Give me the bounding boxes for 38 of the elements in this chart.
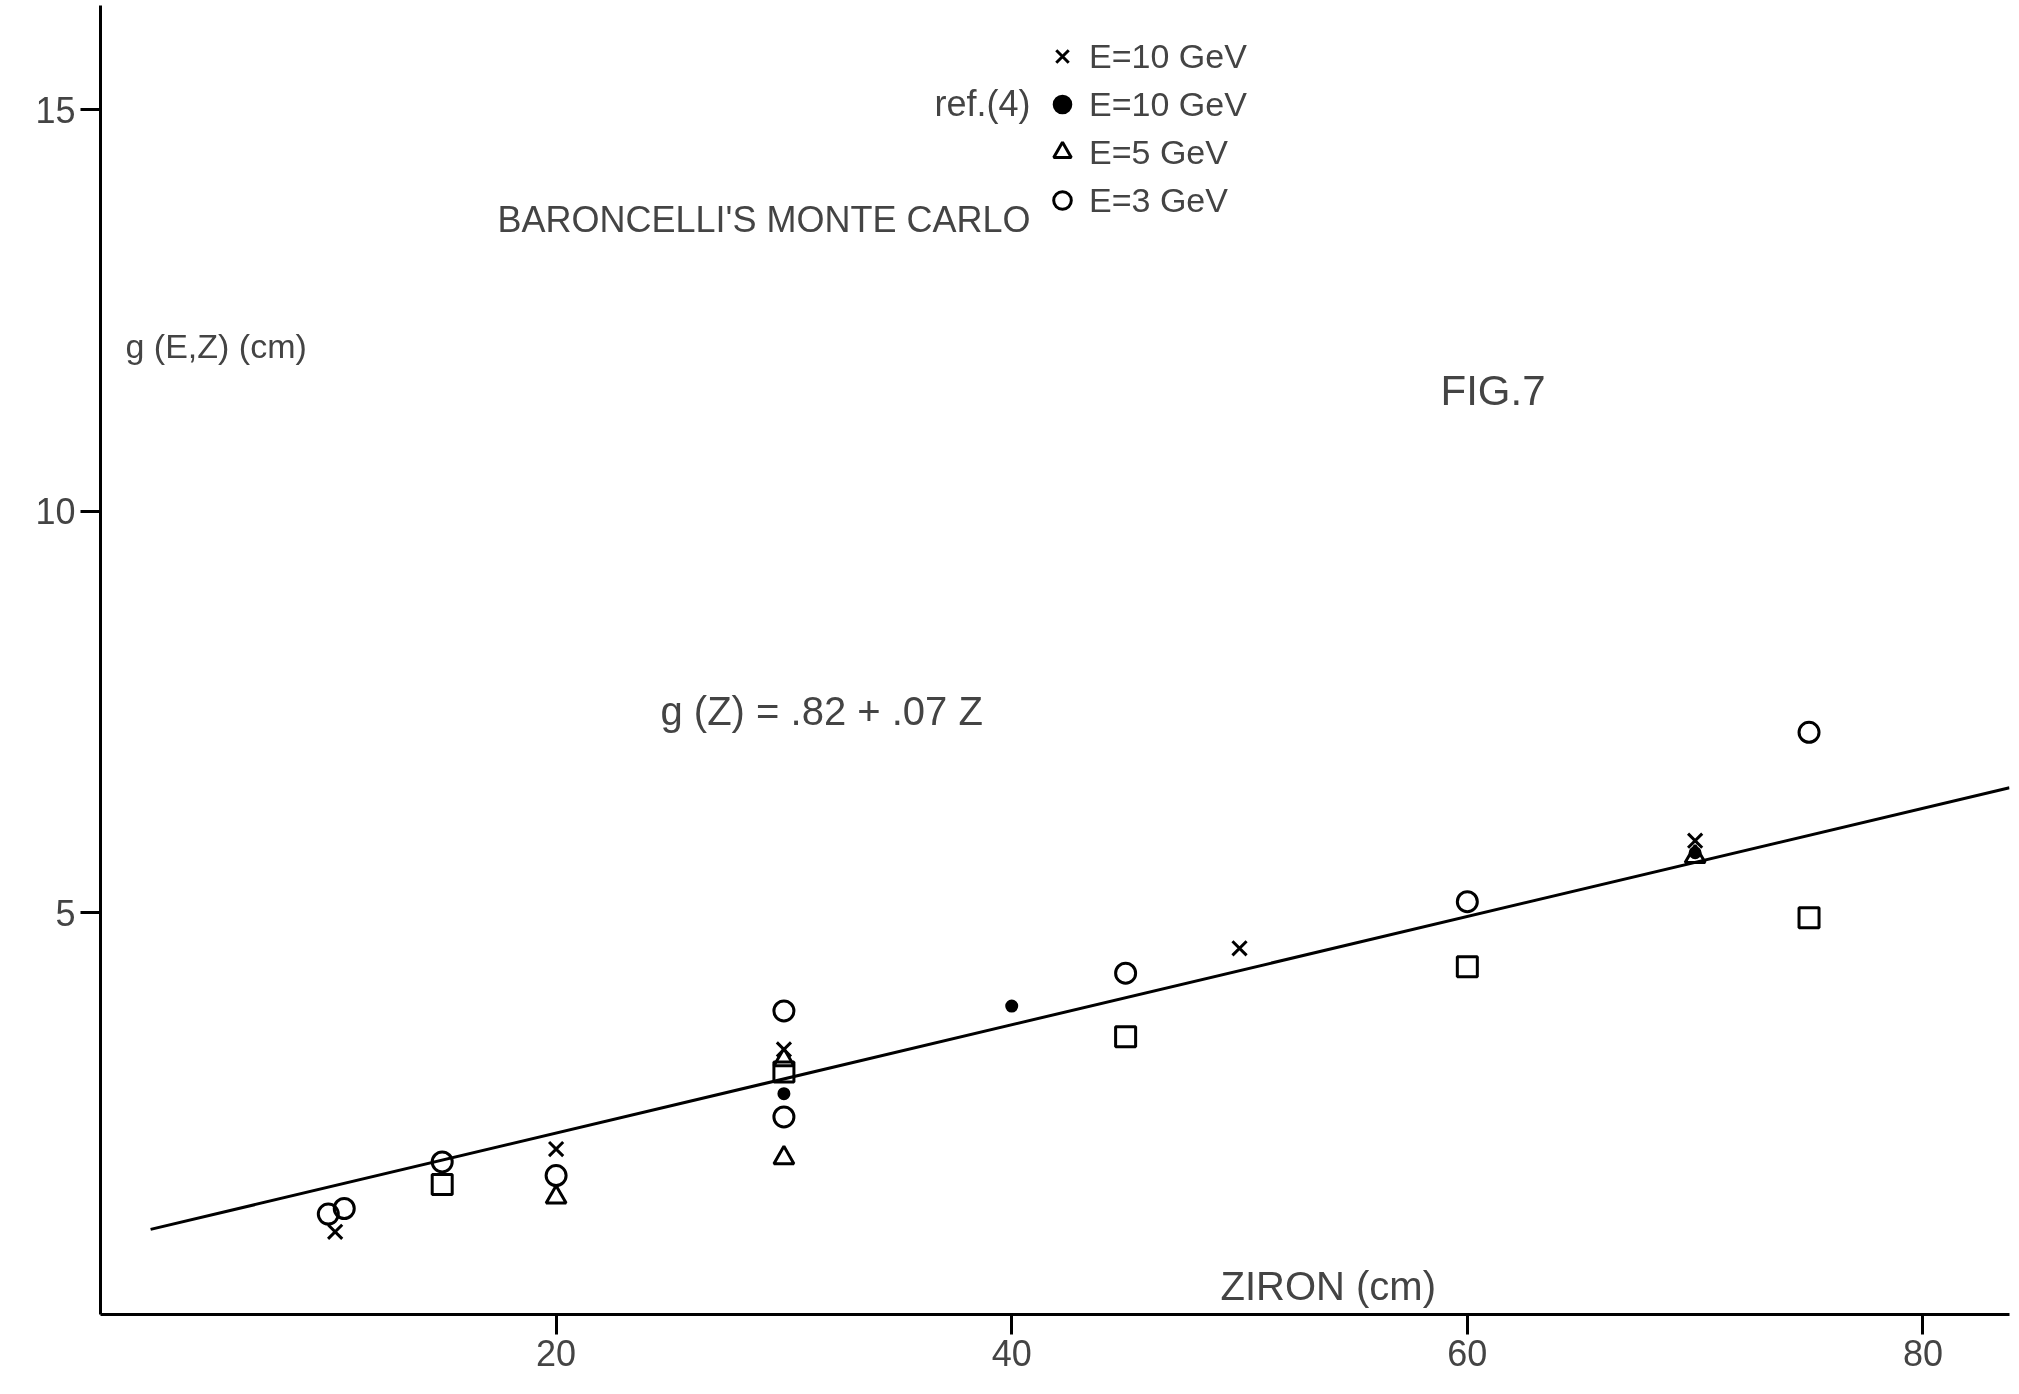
point: [772, 999, 796, 1023]
point: [326, 1223, 344, 1241]
point: [1005, 999, 1019, 1013]
point: [547, 1140, 565, 1158]
text: FIG.7: [1440, 367, 1546, 414]
y-tick-label: 10: [35, 491, 76, 533]
point: [775, 1040, 793, 1059]
annotation: ref.(4): [934, 83, 1031, 124]
point: [1797, 906, 1821, 930]
point: [1114, 961, 1138, 985]
annotation: g (Z) = .82 + .07 Z: [660, 688, 983, 733]
y-tick-label: 5: [55, 892, 76, 934]
x-tick-label: 20: [536, 1332, 577, 1374]
legend-label: E=3 GeV: [1089, 179, 1228, 221]
point: [430, 1172, 454, 1196]
legend-label: E=5 GeV: [1089, 131, 1228, 173]
point: [1114, 1025, 1138, 1049]
point: [777, 1087, 791, 1101]
annotation: BARONCELLI'S MONTE CARLO: [497, 199, 1031, 240]
point: [332, 1197, 356, 1220]
x-tick-label: 40: [991, 1332, 1032, 1374]
x-tick-label: 60: [1447, 1332, 1488, 1374]
point: [1797, 720, 1821, 744]
legend-label: E=10 GeV: [1089, 83, 1247, 125]
point: [544, 1164, 568, 1188]
point: [430, 1150, 454, 1174]
point: [316, 1202, 340, 1226]
point: [1230, 939, 1249, 957]
point: [772, 1060, 796, 1084]
legend-label: E=10 GeV: [1089, 35, 1247, 77]
x-tick-label: 80: [1902, 1332, 1943, 1374]
y-axis-title: g (E,Z) (cm): [125, 326, 307, 365]
x-axis-title: ZIRON (cm): [1220, 1263, 1437, 1308]
point: [772, 1105, 796, 1129]
point: [1455, 890, 1479, 914]
y-tick-label: 15: [35, 89, 76, 131]
point: [1686, 832, 1704, 850]
point: [1455, 955, 1479, 979]
